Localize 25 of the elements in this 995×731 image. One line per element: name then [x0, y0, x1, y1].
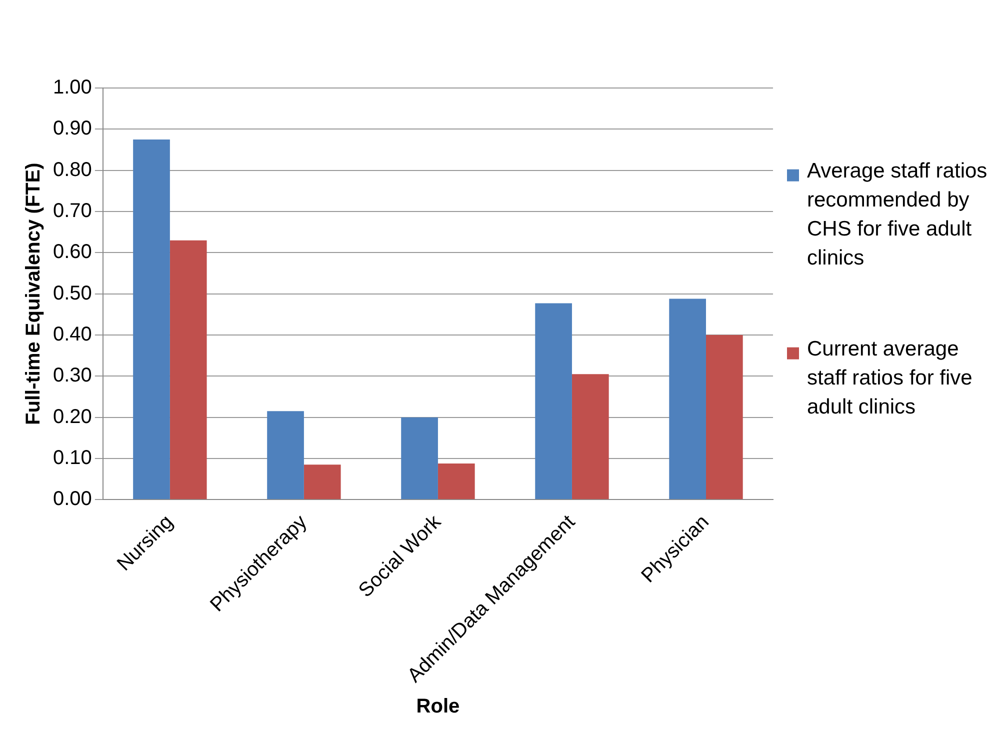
bar: [438, 463, 475, 500]
bar: [304, 464, 341, 500]
legend-label: Average staff ratios recommended by CHS for five adult clinics: [807, 160, 988, 270]
x-axis-title: Role: [416, 696, 460, 718]
bar: [133, 139, 170, 500]
y-tick-label: 0.60: [52, 241, 92, 264]
y-tick-label: 0.40: [52, 324, 92, 346]
y-tick-label: 0.80: [52, 158, 92, 181]
bar: [706, 335, 743, 500]
bar: [401, 417, 438, 500]
bar: [267, 411, 304, 500]
y-tick-label: 0.30: [52, 364, 92, 387]
y-tick-label: 0.70: [52, 200, 92, 222]
y-axis-title: Full-time Equivalency (FTE): [22, 162, 45, 425]
y-tick-label: 1.00: [52, 76, 92, 99]
legend-label: Current average staff ratios for five adult clinics: [807, 338, 972, 419]
y-tick-label: 0.00: [52, 488, 92, 510]
bar: [535, 303, 572, 500]
bar: [669, 298, 706, 500]
bar: [170, 240, 207, 500]
bar: [572, 374, 609, 500]
y-tick-label: 0.50: [52, 282, 92, 304]
y-tick-label: 0.20: [52, 406, 92, 428]
y-tick-label: 0.10: [52, 447, 92, 470]
y-tick-label: 0.90: [52, 118, 92, 140]
